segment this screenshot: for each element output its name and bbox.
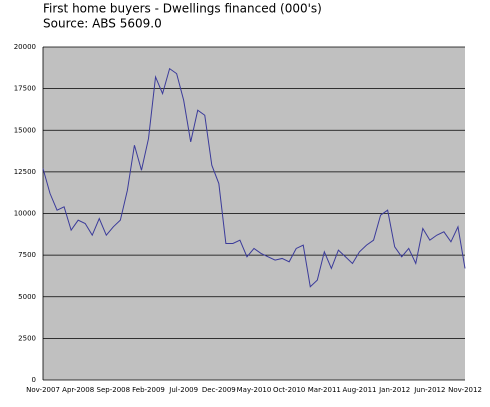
x-tick-label: Feb-2009 bbox=[132, 386, 165, 394]
y-tick-label: 12500 bbox=[14, 168, 36, 176]
data-line bbox=[42, 67, 466, 288]
chart-subtitle: Source: ABS 5609.0 bbox=[43, 17, 162, 31]
x-tick-label: Apr-2008 bbox=[62, 386, 94, 394]
y-tick-label: 20000 bbox=[14, 43, 36, 51]
y-tick-label: 2500 bbox=[18, 334, 36, 342]
x-tick-label: Jan-2012 bbox=[378, 386, 410, 394]
x-tick-label: Aug-2011 bbox=[342, 386, 376, 394]
x-tick-label: Mar-2011 bbox=[308, 386, 341, 394]
x-tick-label: Jul-2009 bbox=[168, 386, 198, 394]
x-tick-label: May-2010 bbox=[237, 386, 272, 394]
x-tick-label: Oct-2010 bbox=[273, 386, 305, 394]
y-tick-label: 7500 bbox=[18, 251, 36, 259]
y-tick-label: 15000 bbox=[14, 126, 36, 134]
y-tick-label: 17500 bbox=[14, 85, 36, 93]
x-tick-label: Nov-2012 bbox=[448, 386, 482, 394]
y-tick-label: 5000 bbox=[18, 293, 36, 301]
x-tick-label: Nov-2007 bbox=[26, 386, 60, 394]
x-tick-label: Sep-2008 bbox=[97, 386, 131, 394]
chart-title: First home buyers - Dwellings financed (… bbox=[43, 2, 322, 16]
x-tick-label: Jun-2012 bbox=[413, 386, 445, 394]
x-tick-label: Dec-2009 bbox=[202, 386, 236, 394]
y-tick-label: 10000 bbox=[14, 210, 36, 218]
y-tick-label: 0 bbox=[32, 376, 36, 384]
